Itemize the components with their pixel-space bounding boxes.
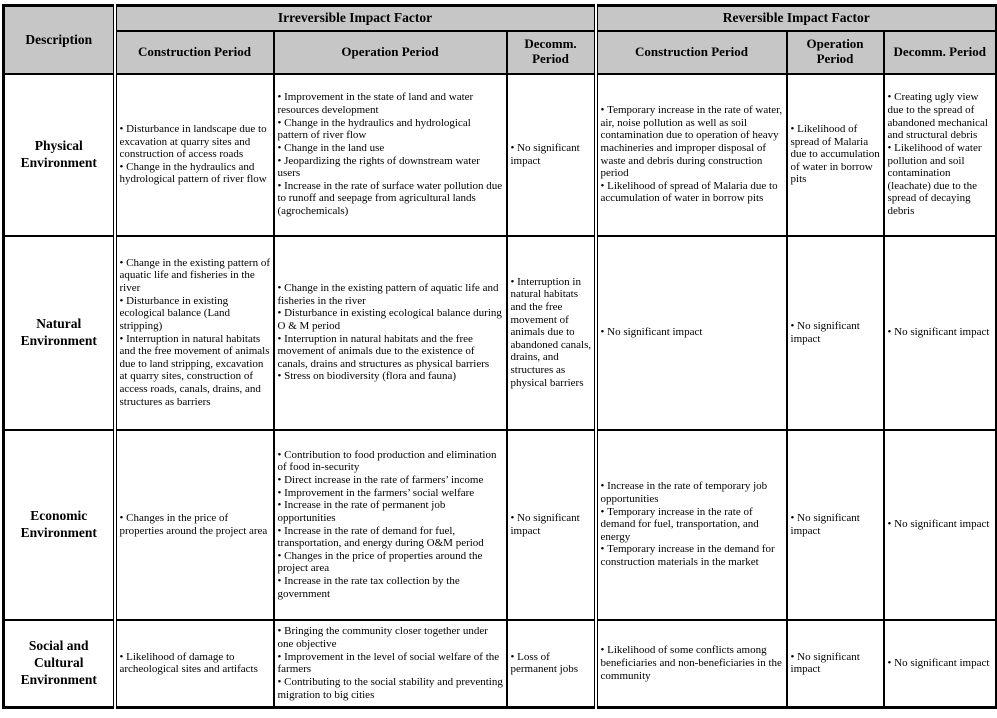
impact-cell: Likelihood of damage to archeological si… xyxy=(112,618,275,709)
impact-cell: No significant impact xyxy=(505,428,597,621)
rev-operation-period-header: Operation Period xyxy=(785,29,885,75)
impact-item: Increase in the rate of surface water po… xyxy=(278,180,504,218)
impact-item: Change in the land use xyxy=(278,142,504,155)
impact-item: No significant impact xyxy=(791,512,881,537)
impact-item: Likelihood of some conflicts among benef… xyxy=(601,644,784,682)
impact-item: Contribution to food production and elim… xyxy=(278,449,504,474)
impact-item: No significant impact xyxy=(888,657,994,670)
impact-item: No significant impact xyxy=(511,512,592,537)
impact-item: Changes in the price of properties aroun… xyxy=(278,550,504,575)
table-row: Economic EnvironmentChanges in the price… xyxy=(2,428,997,621)
impact-cell: No significant impact xyxy=(882,618,997,709)
table-row: Social and Cultural EnvironmentLikelihoo… xyxy=(2,618,997,709)
table-header: Description Irreversible Impact Factor R… xyxy=(2,4,997,75)
impact-item: No significant impact xyxy=(888,326,994,339)
impact-item: No significant impact xyxy=(888,518,994,531)
impact-cell: Likelihood of spread of Malaria due to a… xyxy=(785,72,885,237)
impact-cell: No significant impact xyxy=(593,234,788,431)
rev-construction-period-header: Construction Period xyxy=(593,29,788,75)
period-header-row: Construction Period Operation Period Dec… xyxy=(4,29,997,75)
impact-cell: No significant impact xyxy=(882,428,997,621)
impact-cell: No significant impact xyxy=(785,234,885,431)
rev-decomm-period-header: Decomm. Period xyxy=(882,29,997,75)
impact-item: Increase in the rate tax collection by t… xyxy=(278,575,504,600)
table-body: Physical EnvironmentDisturbance in lands… xyxy=(2,72,997,709)
impact-item: Improvement in the farmers’ social welfa… xyxy=(278,487,504,500)
impact-cell: Likelihood of some conflicts among benef… xyxy=(593,618,788,709)
impact-cell: Loss of permanent jobs xyxy=(505,618,597,709)
impact-item: Increase in the rate of demand for fuel,… xyxy=(278,525,504,550)
impact-cell: Change in the existing pattern of aquati… xyxy=(112,234,275,431)
impact-cell: Interruption in natural habitats and the… xyxy=(505,234,597,431)
impact-cell: Temporary increase in the rate of water,… xyxy=(593,72,788,237)
table-row: Physical EnvironmentDisturbance in lands… xyxy=(2,72,997,237)
impact-item: Likelihood of spread of Malaria due to a… xyxy=(601,180,784,205)
reversible-group-header: Reversible Impact Factor xyxy=(593,4,997,32)
irr-decomm-period-header: Decomm. Period xyxy=(505,29,597,75)
impact-item: Improvement in the level of social welfa… xyxy=(278,651,504,676)
row-label: Physical Environment xyxy=(2,72,116,237)
impact-item: Change in the hydraulics and hydrologica… xyxy=(120,161,271,186)
impact-cell: Disturbance in landscape due to excavati… xyxy=(112,72,275,237)
impact-item: Bringing the community closer together u… xyxy=(278,625,504,650)
impact-item: Improvement in the state of land and wat… xyxy=(278,91,504,116)
irr-construction-period-header: Construction Period xyxy=(112,29,275,75)
impact-item: No significant impact xyxy=(601,326,784,339)
impact-item: Likelihood of damage to archeological si… xyxy=(120,651,271,676)
impact-cell: No significant impact xyxy=(785,428,885,621)
impact-item: Changes in the price of properties aroun… xyxy=(120,512,271,537)
impact-item: Interruption in natural habitats and the… xyxy=(120,333,271,409)
impact-item: Temporary increase in the rate of demand… xyxy=(601,506,784,544)
impact-item: Change in the hydraulics and hydrologica… xyxy=(278,117,504,142)
impact-item: Increase in the rate of permanent job op… xyxy=(278,499,504,524)
impact-cell: Increase in the rate of temporary job op… xyxy=(593,428,788,621)
impact-item: Loss of permanent jobs xyxy=(511,651,592,676)
impact-item: Disturbance in existing ecological balan… xyxy=(278,307,504,332)
impact-cell: Changes in the price of properties aroun… xyxy=(112,428,275,621)
impact-cell: Contribution to food production and elim… xyxy=(272,428,508,621)
impact-cell: Bringing the community closer together u… xyxy=(272,618,508,709)
impact-cell: No significant impact xyxy=(505,72,597,237)
irr-operation-period-header: Operation Period xyxy=(272,29,508,75)
row-label: Natural Environment xyxy=(2,234,116,431)
impact-item: Interruption in natural habitats and the… xyxy=(278,333,504,371)
impact-item: Disturbance in landscape due to excavati… xyxy=(120,123,271,161)
description-header: Description xyxy=(2,4,116,75)
impact-item: Change in the existing pattern of aquati… xyxy=(120,257,271,295)
impact-table: Description Irreversible Impact Factor R… xyxy=(2,4,997,709)
impact-item: Change in the existing pattern of aquati… xyxy=(278,282,504,307)
impact-item: Disturbance in existing ecological balan… xyxy=(120,295,271,333)
impact-item: Stress on biodiversity (flora and fauna) xyxy=(278,370,504,383)
impact-item: Temporary increase in the demand for con… xyxy=(601,543,784,568)
impact-cell: No significant impact xyxy=(785,618,885,709)
impact-item: Likelihood of water pollution and soil c… xyxy=(888,142,994,218)
irreversible-group-header: Irreversible Impact Factor xyxy=(112,4,597,32)
impact-cell: Creating ugly view due to the spread of … xyxy=(882,72,997,237)
group-header-row: Description Irreversible Impact Factor R… xyxy=(2,4,997,75)
impact-cell: Improvement in the state of land and wat… xyxy=(272,72,508,237)
impact-cell: No significant impact xyxy=(882,234,997,431)
impact-item: Interruption in natural habitats and the… xyxy=(511,276,592,390)
impact-item: Temporary increase in the rate of water,… xyxy=(601,104,784,180)
impact-item: Direct increase in the rate of farmers’ … xyxy=(278,474,504,487)
row-label: Social and Cultural Environment xyxy=(2,618,116,709)
impact-item: No significant impact xyxy=(791,320,881,345)
impact-cell: Change in the existing pattern of aquati… xyxy=(272,234,508,431)
impact-item: Jeopardizing the rights of downstream wa… xyxy=(278,155,504,180)
impact-item: Creating ugly view due to the spread of … xyxy=(888,91,994,142)
impact-item: No significant impact xyxy=(791,651,881,676)
row-label: Economic Environment xyxy=(2,428,116,621)
table-row: Natural EnvironmentChange in the existin… xyxy=(2,234,997,431)
impact-item: Likelihood of spread of Malaria due to a… xyxy=(791,123,881,186)
impact-item: Contributing to the social stability and… xyxy=(278,676,504,701)
impact-item: Increase in the rate of temporary job op… xyxy=(601,480,784,505)
impact-item: No significant impact xyxy=(511,142,592,167)
